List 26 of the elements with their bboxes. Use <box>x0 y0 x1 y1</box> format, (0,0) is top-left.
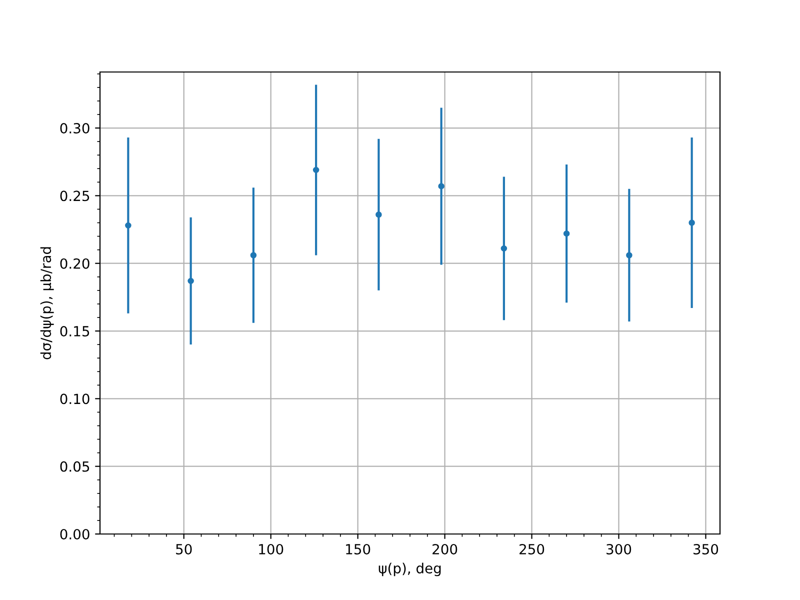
y-tick-label: 0.20 <box>60 258 90 269</box>
point <box>376 212 382 218</box>
x-tick-label: 350 <box>694 544 718 554</box>
point <box>188 278 194 284</box>
x-tick-label: 250 <box>520 544 544 554</box>
point <box>688 220 695 226</box>
y-axis-title: dσ/dψ(p), μb/rad <box>40 247 54 360</box>
y-tick-label: 0.25 <box>60 190 90 202</box>
y-tick-label: 0.30 <box>60 122 90 134</box>
point <box>312 166 320 174</box>
y-tick-label: 0.00 <box>60 528 90 540</box>
x-tick-label: 100 <box>259 544 284 554</box>
point <box>626 252 632 258</box>
x-tick-label: 300 <box>606 544 632 554</box>
point <box>250 252 257 258</box>
point <box>438 183 444 190</box>
y-tick-label: 0.15 <box>60 326 90 336</box>
x-tick-label: 200 <box>432 544 458 554</box>
y-tick-label: 0.05 <box>60 461 90 472</box>
point <box>563 230 570 237</box>
x-tick-label: 50 <box>176 544 192 554</box>
y-tick-label: 0.10 <box>60 394 90 404</box>
point <box>125 222 132 229</box>
x-axis-title: ψ(p), deg <box>378 562 441 576</box>
point <box>500 245 508 252</box>
x-tick-label: 150 <box>346 544 370 554</box>
